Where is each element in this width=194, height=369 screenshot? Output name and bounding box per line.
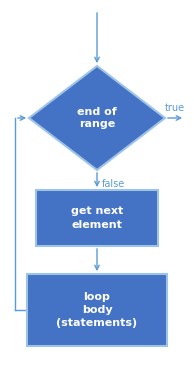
Text: get next
element: get next element: [71, 206, 123, 230]
Text: false: false: [102, 179, 125, 189]
Text: true: true: [165, 103, 185, 113]
FancyBboxPatch shape: [36, 190, 158, 246]
Polygon shape: [29, 66, 165, 170]
Text: end of
range: end of range: [77, 107, 117, 129]
Text: loop
body
(statements): loop body (statements): [56, 292, 138, 328]
FancyBboxPatch shape: [27, 274, 167, 346]
